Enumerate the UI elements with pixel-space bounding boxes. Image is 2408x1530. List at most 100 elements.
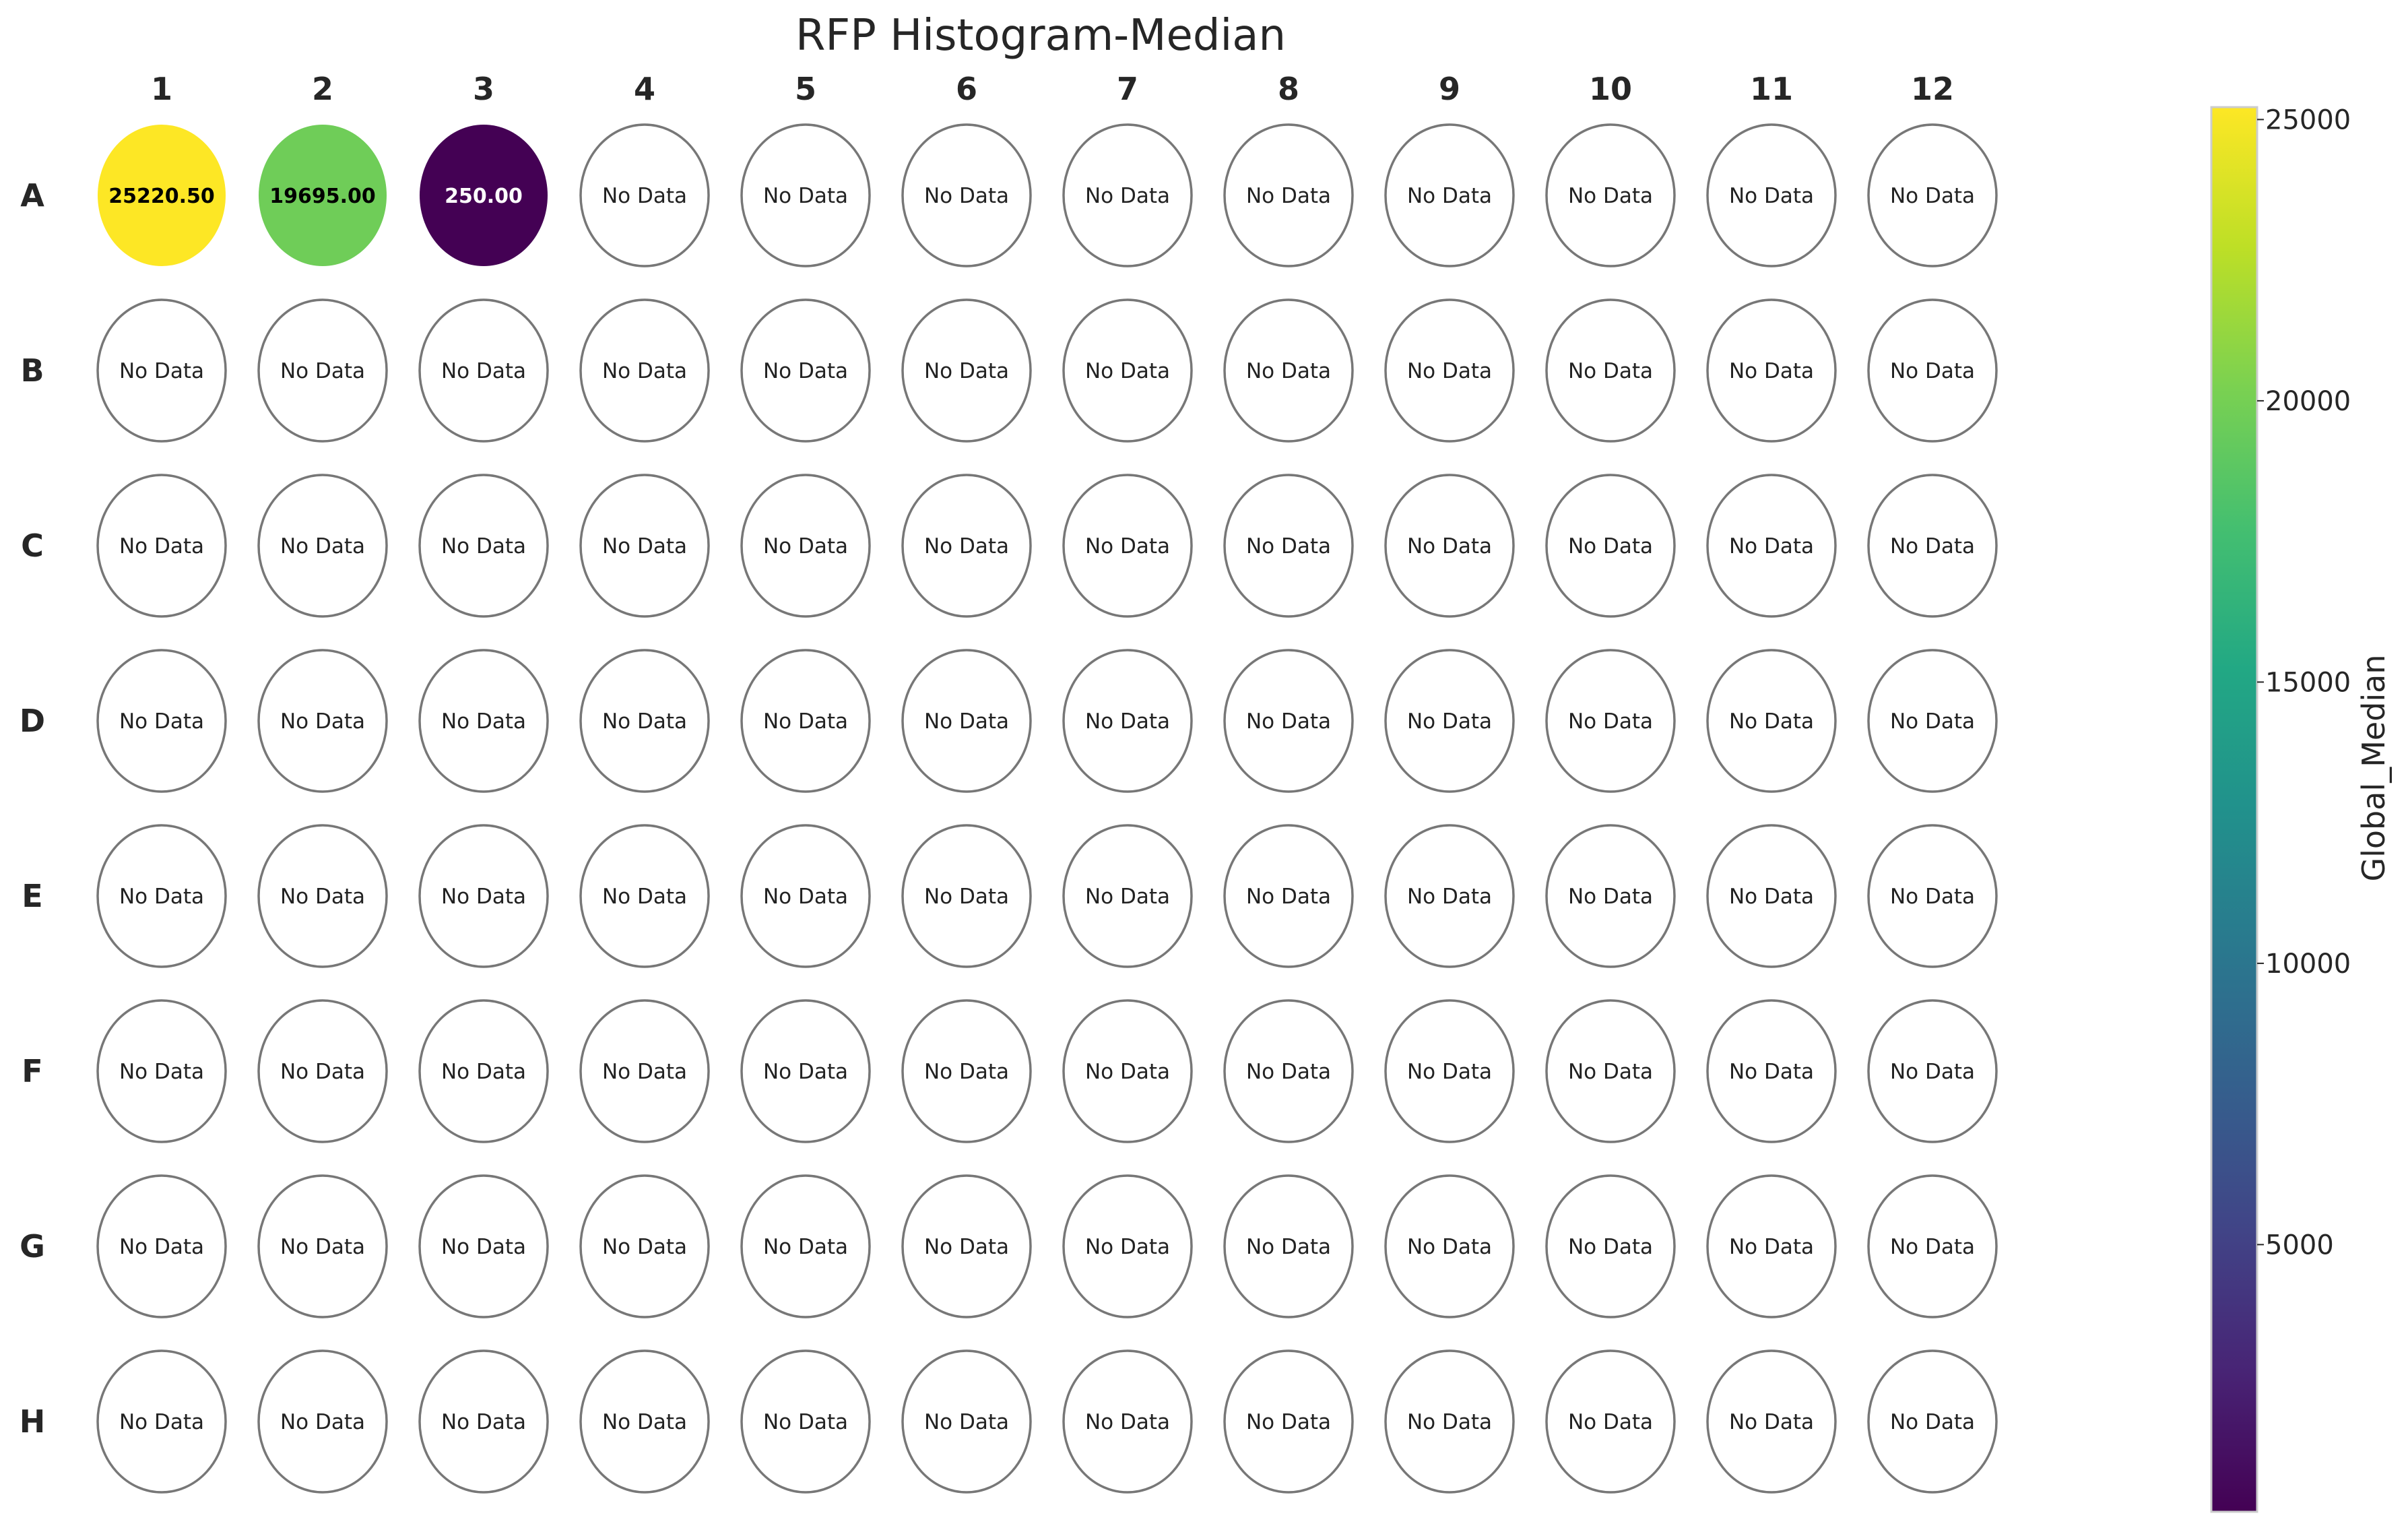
well-ellipse xyxy=(1223,1174,1354,1318)
well-label: No Data xyxy=(119,1235,204,1259)
well-B10: No Data xyxy=(1545,298,1676,443)
well-ellipse xyxy=(257,474,388,618)
well-B3: No Data xyxy=(418,298,549,443)
well-label: No Data xyxy=(763,709,848,734)
well-label: No Data xyxy=(1890,1410,1975,1434)
well-label: No Data xyxy=(1085,359,1170,383)
well-E6: No Data xyxy=(901,824,1032,968)
well-ellipse xyxy=(740,298,871,443)
well-ellipse xyxy=(579,123,710,267)
well-C4: No Data xyxy=(579,474,710,618)
well-label: No Data xyxy=(1729,534,1814,559)
chart-title: RFP Histogram-Median xyxy=(795,11,1286,61)
well-ellipse xyxy=(257,649,388,793)
column-labels: 1 2 3 4 5 6 7 8 9 10 11 12 xyxy=(151,71,1954,107)
well-label: No Data xyxy=(1568,1410,1653,1434)
well-label: No Data xyxy=(1085,1235,1170,1259)
well-H5: No Data xyxy=(740,1349,871,1494)
column-label-9: 9 xyxy=(1439,71,1460,107)
well-ellipse xyxy=(901,1174,1032,1318)
column-label-8: 8 xyxy=(1278,71,1299,107)
well-label: No Data xyxy=(441,534,526,559)
well-label: No Data xyxy=(924,359,1009,383)
well-ellipse xyxy=(1545,999,1676,1143)
colorbar: 5000 10000 15000 20000 25000 Global_Median xyxy=(2210,104,2392,1513)
well-G3: No Data xyxy=(418,1174,549,1318)
well-label: No Data xyxy=(441,359,526,383)
well-E12: No Data xyxy=(1867,824,1998,968)
well-label: No Data xyxy=(1407,534,1492,559)
well-label: No Data xyxy=(1568,359,1653,383)
well-ellipse xyxy=(96,298,227,443)
well-G12: No Data xyxy=(1867,1174,1998,1318)
well-E11: No Data xyxy=(1706,824,1837,968)
well-label: No Data xyxy=(1729,184,1814,208)
well-label: No Data xyxy=(1246,534,1331,559)
well-B9: No Data xyxy=(1384,298,1515,443)
well-F6: No Data xyxy=(901,999,1032,1143)
colorbar-tick-label: 20000 xyxy=(2265,386,2351,417)
well-label: No Data xyxy=(1568,1060,1653,1084)
column-label-11: 11 xyxy=(1750,71,1793,107)
well-label: No Data xyxy=(1407,359,1492,383)
well-A1: 25220.50 xyxy=(98,125,226,266)
well-label: No Data xyxy=(1729,1060,1814,1084)
well-label: No Data xyxy=(1246,709,1331,734)
well-ellipse xyxy=(1062,123,1193,267)
well-label: No Data xyxy=(441,1060,526,1084)
well-ellipse xyxy=(1384,999,1515,1143)
well-F11: No Data xyxy=(1706,999,1837,1143)
well-G5: No Data xyxy=(740,1174,871,1318)
well-E1: No Data xyxy=(96,824,227,968)
well-ellipse xyxy=(1223,999,1354,1143)
well-label: No Data xyxy=(441,885,526,909)
well-G8: No Data xyxy=(1223,1174,1354,1318)
well-label: No Data xyxy=(1085,885,1170,909)
well-ellipse xyxy=(1867,123,1998,267)
well-ellipse xyxy=(740,649,871,793)
well-ellipse xyxy=(901,298,1032,443)
well-ellipse xyxy=(1706,824,1837,968)
well-E2: No Data xyxy=(257,824,388,968)
well-F3: No Data xyxy=(418,999,549,1143)
well-label: No Data xyxy=(602,184,687,208)
well-F7: No Data xyxy=(1062,999,1193,1143)
well-ellipse xyxy=(740,474,871,618)
well-H6: No Data xyxy=(901,1349,1032,1494)
well-label: No Data xyxy=(1085,1410,1170,1434)
well-ellipse xyxy=(259,125,387,266)
well-label: No Data xyxy=(119,709,204,734)
well-ellipse xyxy=(1384,649,1515,793)
well-B4: No Data xyxy=(579,298,710,443)
well-ellipse xyxy=(901,474,1032,618)
well-A3: 250.00 xyxy=(420,125,548,266)
well-label: No Data xyxy=(1890,359,1975,383)
well-G11: No Data xyxy=(1706,1174,1837,1318)
row-label-H: H xyxy=(20,1403,46,1440)
well-label: No Data xyxy=(924,709,1009,734)
well-label: No Data xyxy=(119,885,204,909)
well-label: No Data xyxy=(1729,709,1814,734)
well-ellipse xyxy=(579,999,710,1143)
well-F1: No Data xyxy=(96,999,227,1143)
well-H12: No Data xyxy=(1867,1349,1998,1494)
well-label: No Data xyxy=(924,184,1009,208)
well-C8: No Data xyxy=(1223,474,1354,618)
well-ellipse xyxy=(740,1174,871,1318)
well-G4: No Data xyxy=(579,1174,710,1318)
well-label: No Data xyxy=(1729,1235,1814,1259)
well-ellipse xyxy=(579,824,710,968)
well-A9: No Data xyxy=(1384,123,1515,267)
row-label-G: G xyxy=(20,1228,45,1265)
well-ellipse xyxy=(1867,824,1998,968)
well-F9: No Data xyxy=(1384,999,1515,1143)
well-H9: No Data xyxy=(1384,1349,1515,1494)
well-ellipse xyxy=(1706,474,1837,618)
well-G2: No Data xyxy=(257,1174,388,1318)
column-label-6: 6 xyxy=(956,71,977,107)
well-ellipse xyxy=(740,1349,871,1494)
well-D11: No Data xyxy=(1706,649,1837,793)
well-C3: No Data xyxy=(418,474,549,618)
column-label-10: 10 xyxy=(1589,71,1632,107)
